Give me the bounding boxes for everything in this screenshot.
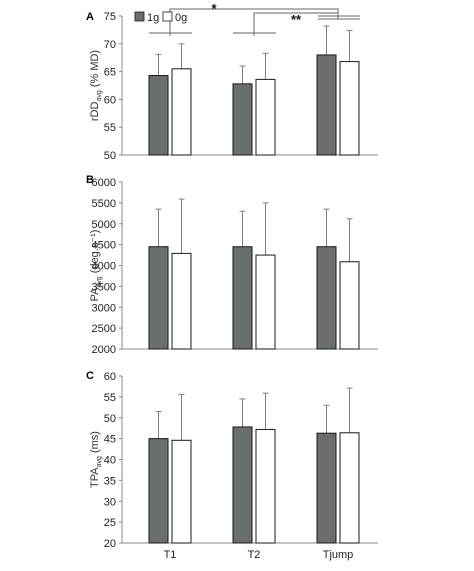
y-tick-label: 40 [104, 455, 116, 467]
bar-b-1g-tjump [316, 246, 337, 350]
panel-c: C 20 25 30 35 40 45 50 55 60 TPAavg (ms) [86, 370, 378, 550]
bar-c-1g-t2 [232, 426, 253, 544]
bar-b-1g-t2 [232, 246, 253, 350]
legend-swatch-1g [134, 11, 145, 22]
y-axis-label-unit: (deg.s⁻¹) [89, 230, 101, 277]
y-tick-label: 55 [104, 122, 116, 134]
y-tick-label: 4000 [92, 261, 116, 273]
sig-label-star: * [211, 1, 217, 16]
y-axis-label-main: TPA [89, 467, 101, 488]
y-tick-label: 50 [104, 150, 116, 162]
y-tick-label: 70 [104, 39, 116, 51]
panel-letter: C [86, 370, 94, 382]
y-tick-label: 4500 [92, 240, 116, 252]
bar-b-0g-t2 [255, 254, 276, 350]
bar-a-0g-tjump [339, 61, 360, 156]
y-axis-label: TPAavg (ms) [89, 431, 103, 488]
bar-c-0g-t1 [171, 439, 192, 544]
panel-b: B 2000 2500 3000 3500 4000 4500 5000 5500 6000 PAa… [86, 174, 378, 356]
legend-swatch-0g [162, 11, 173, 22]
y-tick-label: 2500 [92, 323, 116, 335]
y-tick-label: 20 [104, 538, 116, 550]
bar-c-1g-t1 [148, 438, 169, 544]
significance-brackets: *** [149, 1, 360, 36]
panel-letter: A [86, 11, 94, 23]
y-tick-label: 60 [104, 94, 116, 106]
bar-b-0g-t1 [171, 252, 192, 350]
legend: 1g 0g [134, 11, 187, 24]
y-tick-label: 5000 [92, 219, 116, 231]
category-label-t1: T1 [164, 549, 177, 561]
category-label-t2: T2 [248, 549, 261, 561]
y-axis-label-unit: (ms) [89, 431, 101, 456]
y-axis-label-main: PA [89, 287, 101, 302]
bar-a-1g-t1 [148, 74, 169, 156]
y-axis-label-subscript: avg [96, 456, 103, 467]
y-tick-label: 25 [104, 517, 116, 529]
category-axis-labels: T1 T2 Tjump [164, 549, 354, 561]
bar-b-1g-t1 [148, 246, 169, 350]
y-tick-label: 3000 [92, 302, 116, 314]
y-tick-label: 5500 [92, 198, 116, 210]
y-axis-label: rDDavg (% MD) [89, 50, 103, 121]
y-axis-label-subscript: avg [96, 276, 103, 287]
y-tick-label: 75 [104, 11, 116, 23]
bar-c-0g-t2 [255, 428, 276, 544]
y-axis-label-subscript: avg [96, 90, 103, 101]
y-tick-label: 2000 [92, 344, 116, 356]
y-tick-label: 30 [104, 496, 116, 508]
bar-c-1g-tjump [316, 432, 337, 544]
y-axis-label: PAavg (deg.s⁻¹) [89, 230, 103, 302]
bar-b-0g-tjump [339, 261, 360, 350]
bar-a-1g-t2 [232, 83, 253, 156]
category-label-tjump: Tjump [323, 549, 354, 561]
y-axis-label-main: rDD [89, 101, 101, 121]
sig-bracket-star [149, 8, 360, 36]
y-tick-label: 60 [104, 371, 116, 383]
bar-a-1g-tjump [316, 54, 337, 156]
y-tick-label: 55 [104, 392, 116, 404]
bar-a-0g-t2 [255, 78, 276, 156]
legend-label-0g: 0g [175, 12, 187, 24]
bar-a-0g-t1 [171, 68, 192, 156]
y-tick-label: 50 [104, 413, 116, 425]
y-tick-label: 6000 [92, 177, 116, 189]
y-axis-label-unit: (% MD) [89, 50, 101, 90]
sig-label-double-star: ** [291, 12, 302, 27]
y-tick-label: 35 [104, 475, 116, 487]
y-tick-label: 45 [104, 434, 116, 446]
y-tick-label: 65 [104, 67, 116, 79]
legend-label-1g: 1g [147, 12, 159, 24]
bar-c-0g-tjump [339, 432, 360, 544]
panel-letter: B [86, 174, 94, 186]
y-tick-label: 3500 [92, 281, 116, 293]
sig-bracket-double-star [233, 12, 360, 36]
